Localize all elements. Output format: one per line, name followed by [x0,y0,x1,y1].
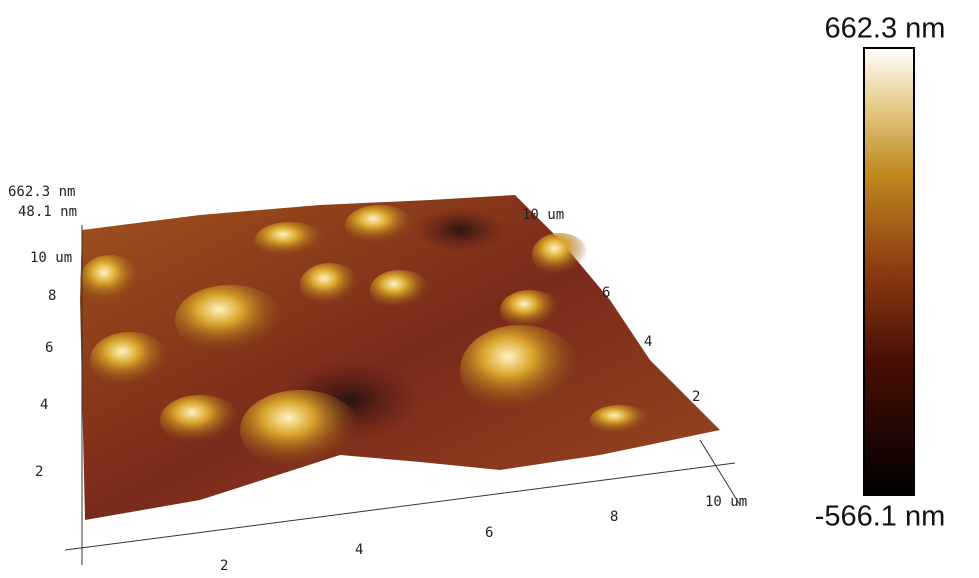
colorbar-min: -566.1 nm [815,501,946,533]
right-tick-label: 4 [644,334,652,350]
front-tick-label: 2 [220,558,228,574]
left-tick-label: 2 [35,464,43,480]
right-tick-label: 10 um [522,207,564,223]
right-tick-label: 2 [692,389,700,405]
front-tick-label: 4 [355,542,363,558]
colorbar-scale [864,48,914,495]
colorbar-max: 662.3 nm [825,13,946,45]
z-label: 48.1 nm [18,204,77,220]
surface [80,195,720,520]
afm-image: 662.3 nm 48.1 nm 10 um 8 6 4 2 10 um 6 4… [0,0,979,574]
colorbar: 662.3 nm -566.1 nm [815,13,946,533]
left-tick-label: 10 um [30,250,72,266]
right-tick-label: 6 [602,285,610,301]
left-tick-label: 8 [48,288,56,304]
z-label: 662.3 nm [8,184,75,200]
left-tick-label: 6 [45,340,53,356]
front-tick-label: 10 um [705,494,747,510]
left-tick-label: 4 [40,397,48,413]
front-tick-label: 6 [485,525,493,541]
front-tick-label: 8 [610,509,618,525]
